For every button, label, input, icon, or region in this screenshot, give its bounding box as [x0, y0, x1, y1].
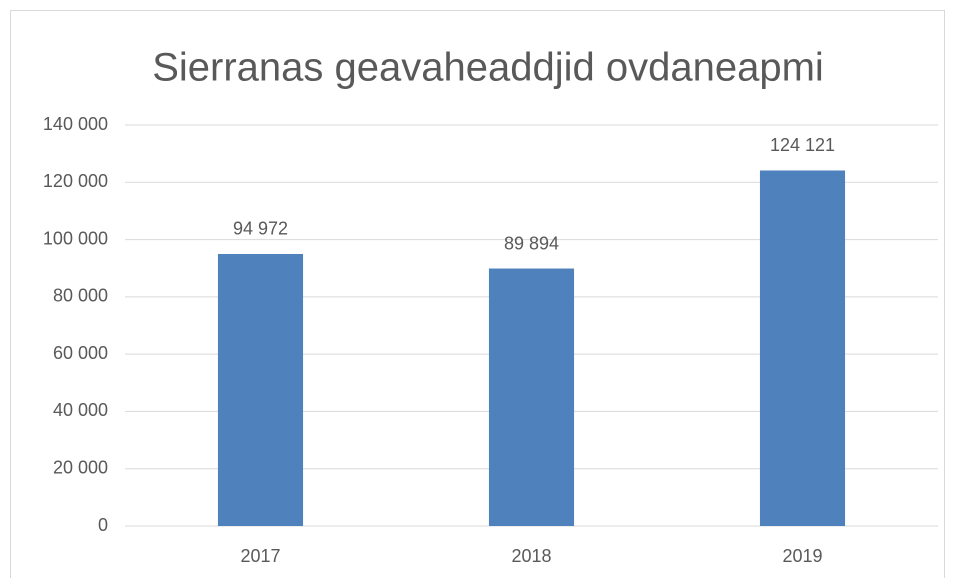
y-tick-label: 140 000	[43, 114, 108, 134]
bar	[759, 170, 846, 526]
y-tick-label: 60 000	[53, 343, 108, 363]
bar	[488, 268, 575, 526]
data-label: 124 121	[770, 135, 835, 155]
x-tick-label: 2017	[240, 546, 280, 566]
y-tick-label: 80 000	[53, 286, 108, 306]
data-label: 94 972	[233, 219, 288, 239]
bar	[217, 253, 304, 526]
y-tick-label: 20 000	[53, 457, 108, 477]
chart-title: Sierranas geavaheaddjid ovdaneapmi	[152, 46, 824, 90]
y-tick-label: 120 000	[43, 171, 108, 191]
y-tick-label: 0	[98, 515, 108, 535]
y-tick-label: 100 000	[43, 228, 108, 248]
x-tick-label: 2018	[511, 546, 551, 566]
x-tick-label: 2019	[782, 546, 822, 566]
y-tick-label: 40 000	[53, 400, 108, 420]
data-label: 89 894	[504, 233, 559, 253]
